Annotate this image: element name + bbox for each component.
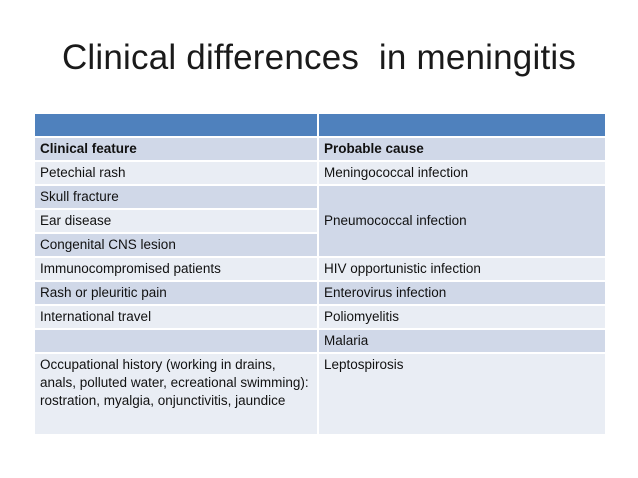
meningitis-table-container: Clinical feature Probable cause Petechia… — [33, 112, 607, 436]
table-row: Ear disease — [33, 208, 606, 234]
feature-cell: Immunocompromised patients — [33, 256, 319, 282]
cause-cell: HIV opportunistic infection — [317, 256, 607, 282]
table-row: Malaria — [33, 328, 607, 354]
meningitis-table: Clinical feature Probable cause Petechia… — [33, 112, 607, 436]
cause-cell-merged: Pneumococcal infection — [317, 184, 607, 258]
feature-cell — [33, 328, 319, 354]
header-cell-1 — [33, 112, 319, 138]
cause-cell: Meningococcal infection — [317, 160, 607, 186]
feature-cell: Petechial rash — [33, 160, 319, 186]
feature-cell: Ear disease — [33, 208, 319, 234]
column-label-clinical-feature: Clinical feature — [33, 136, 319, 162]
slide-title: Clinical differences in meningitis — [61, 38, 577, 77]
feature-cell: Occupational history (working in drains,… — [33, 352, 319, 436]
table-row: International travel Poliomyelitis — [33, 304, 607, 330]
table-row: Congenital CNS lesion — [33, 232, 606, 258]
table-row: Occupational history (working in drains,… — [33, 352, 607, 436]
column-labels-row: Clinical feature Probable cause — [33, 136, 607, 162]
cause-cell: Enterovirus infection — [317, 280, 607, 306]
table-row: Immunocompromised patients HIV opportuni… — [33, 256, 607, 282]
column-label-probable-cause: Probable cause — [317, 136, 607, 162]
cause-cell: Leptospirosis — [317, 352, 607, 436]
table-header-row — [33, 112, 607, 138]
table-row: Rash or pleuritic pain Enterovirus infec… — [33, 280, 607, 306]
cause-cell: Malaria — [317, 328, 607, 354]
header-cell-2 — [317, 112, 607, 138]
feature-cell: Rash or pleuritic pain — [33, 280, 319, 306]
feature-cell: Congenital CNS lesion — [33, 232, 319, 258]
cause-cell: Poliomyelitis — [317, 304, 607, 330]
table-row: Skull fracture Pneumococcal infection — [33, 184, 607, 258]
feature-cell: International travel — [33, 304, 319, 330]
feature-cell: Skull fracture — [33, 184, 319, 210]
table-row: Petechial rash Meningococcal infection — [33, 160, 607, 186]
